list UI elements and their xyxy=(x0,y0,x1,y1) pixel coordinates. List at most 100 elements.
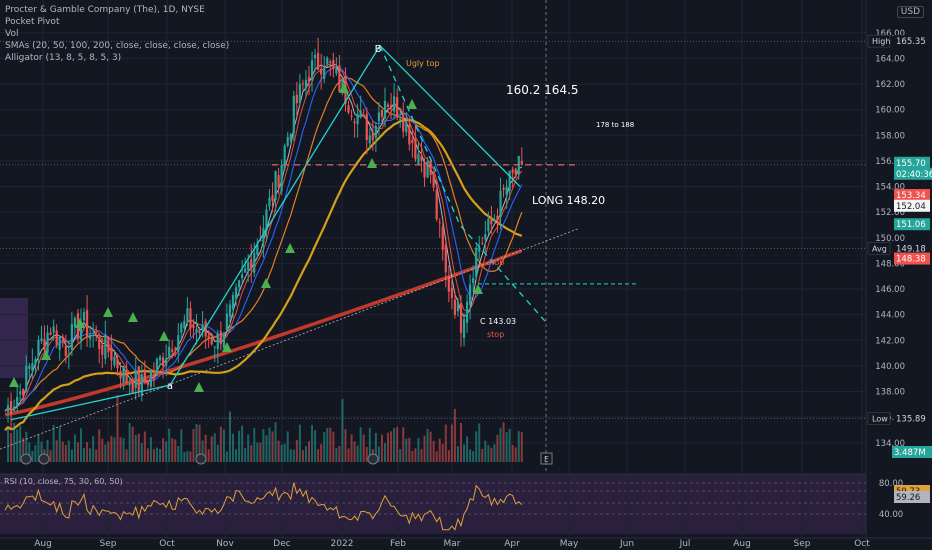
candle-body xyxy=(28,365,31,369)
candle-body xyxy=(228,304,232,317)
x-tick-label: Oct xyxy=(854,539,870,549)
candle-body xyxy=(359,110,362,118)
candle-body xyxy=(213,346,216,348)
candle-body xyxy=(101,344,104,355)
legend-pocket-pivot: Pocket Pivot xyxy=(5,17,60,27)
volume-bar xyxy=(76,442,79,462)
candle-body xyxy=(189,308,192,329)
candle-body xyxy=(79,322,83,341)
candle-body xyxy=(493,219,496,222)
x-tick-label: Jul xyxy=(679,539,691,549)
volume-bar xyxy=(393,428,396,462)
candle-body xyxy=(271,195,274,201)
label-stop: stop xyxy=(487,258,504,267)
x-tick-label: Aug xyxy=(733,539,751,549)
currency-badge[interactable]: USD xyxy=(896,6,924,18)
volume-bar xyxy=(262,429,265,462)
volume-bar xyxy=(487,445,490,462)
volume-bar xyxy=(289,449,292,462)
volume-bar xyxy=(432,440,435,462)
candle-body xyxy=(22,389,25,396)
volume-bar xyxy=(201,440,204,462)
candle-body xyxy=(210,338,213,345)
volume-bar xyxy=(159,448,162,462)
candle-body xyxy=(265,209,268,231)
volume-bar xyxy=(37,434,40,462)
countdown-badge xyxy=(894,167,932,180)
candle-body xyxy=(377,112,381,122)
ma3-badge xyxy=(894,218,930,231)
volume-bar xyxy=(520,431,523,462)
volume-bar xyxy=(353,441,356,462)
pocket-pivot-marker xyxy=(9,377,19,387)
volume-badge xyxy=(892,446,932,458)
volume-bar xyxy=(28,442,31,462)
volume-bar xyxy=(335,447,338,462)
candle-body xyxy=(40,338,43,342)
volume-bar xyxy=(98,429,101,462)
candle-body xyxy=(52,326,55,333)
volume-bar xyxy=(268,427,271,462)
pocket-pivot-marker xyxy=(285,243,295,253)
volume-bar xyxy=(52,424,55,462)
candle-body xyxy=(234,287,238,299)
volume-bar xyxy=(146,448,149,462)
candle-body xyxy=(374,126,377,138)
volume-bar xyxy=(225,451,228,462)
low-label-badge-text: Low xyxy=(872,415,888,424)
candle-body xyxy=(383,100,387,119)
volume-bar xyxy=(137,433,140,462)
rsi-line xyxy=(4,482,523,531)
candle-body xyxy=(55,330,58,345)
volume-bar xyxy=(271,431,274,462)
volume-bar xyxy=(317,449,320,462)
candle-body xyxy=(475,247,478,277)
candle-body xyxy=(396,97,399,118)
volume-bar xyxy=(165,441,168,462)
volume-bar xyxy=(320,444,323,462)
candle-body xyxy=(259,240,262,242)
candle-body xyxy=(244,268,247,273)
volume-bar xyxy=(128,423,131,462)
volume-bar xyxy=(499,427,502,462)
candle-body xyxy=(441,226,444,250)
pocket-pivot-marker xyxy=(222,342,232,352)
ma2-badge-text: 152.04 xyxy=(896,202,926,212)
volume-bar xyxy=(514,447,517,462)
candle-body xyxy=(247,261,250,271)
candle-body xyxy=(95,334,98,336)
volume-bar xyxy=(180,429,183,462)
candle-body xyxy=(368,135,371,144)
candle-body xyxy=(122,365,125,383)
volume-bar xyxy=(195,424,198,462)
low-value-badge-text: 135.89 xyxy=(896,415,926,425)
volume-bar xyxy=(374,432,377,462)
candle-body xyxy=(67,354,70,356)
legend-smas: SMAs (20, 50, 100, 200, close, close, cl… xyxy=(5,41,230,51)
volume-bar xyxy=(119,437,122,462)
volume-bar xyxy=(453,408,456,462)
volume-bar xyxy=(107,441,110,462)
volume-bar xyxy=(323,432,326,462)
volume-bar xyxy=(411,450,414,462)
volume-bar xyxy=(31,450,34,462)
ma4-badge xyxy=(894,252,930,265)
volume-bar xyxy=(478,423,481,462)
volume-bar xyxy=(92,436,95,462)
x-tick-label: Jun xyxy=(619,539,634,549)
label-target-range: 178 to 188 xyxy=(596,121,634,129)
candle-body xyxy=(520,160,523,165)
volume-bar xyxy=(213,433,216,462)
candle-body xyxy=(92,335,95,337)
candle-body xyxy=(37,340,40,357)
candle-body xyxy=(502,187,505,190)
candle-body xyxy=(131,380,134,394)
volume-bar xyxy=(67,440,70,462)
candle-body xyxy=(85,309,89,338)
volume-bar xyxy=(429,431,432,462)
candle-body xyxy=(417,153,420,165)
volume-bar xyxy=(414,448,417,462)
candle-body xyxy=(432,174,435,188)
shaded-zone xyxy=(0,298,28,378)
